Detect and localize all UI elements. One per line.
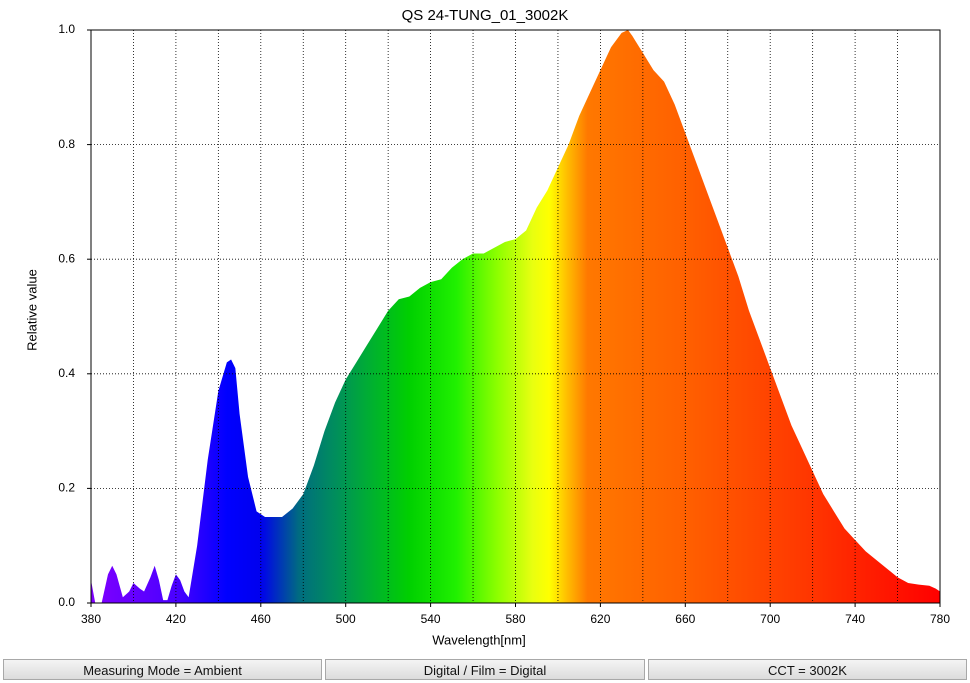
chart: QS 24-TUNG_01_3002K Wavelength[nm] Relat… — [24, 7, 950, 647]
x-tick-label: 460 — [251, 612, 271, 626]
status-mode: Measuring Mode = Ambient — [3, 659, 322, 680]
x-tick-label: 620 — [590, 612, 610, 626]
chart-title: QS 24-TUNG_01_3002K — [402, 7, 569, 24]
y-tick-label: 0.6 — [58, 251, 75, 265]
x-tick-label: 780 — [930, 612, 950, 626]
plot-area — [90, 29, 941, 604]
y-tick-label: 0.4 — [58, 366, 75, 380]
x-axis-label: Wavelength[nm] — [432, 632, 525, 647]
y-tick-label: 0.0 — [58, 595, 75, 609]
x-tick-label: 420 — [166, 612, 186, 626]
x-tick-label: 500 — [336, 612, 356, 626]
status-film: Digital / Film = Digital — [325, 659, 645, 680]
y-tick-label: 1.0 — [58, 22, 75, 36]
y-tick-label: 0.2 — [58, 481, 75, 495]
x-tick-label: 740 — [845, 612, 865, 626]
x-tick-label: 380 — [81, 612, 101, 626]
y-axis-label: Relative value — [24, 269, 39, 351]
status-cct: CCT = 3002K — [648, 659, 967, 680]
x-tick-label: 580 — [505, 612, 525, 626]
x-tick-label: 540 — [421, 612, 441, 626]
x-tick-label: 700 — [760, 612, 780, 626]
x-tick-label: 660 — [675, 612, 695, 626]
spectrum-area — [91, 30, 940, 603]
y-tick-label: 0.8 — [58, 137, 75, 151]
